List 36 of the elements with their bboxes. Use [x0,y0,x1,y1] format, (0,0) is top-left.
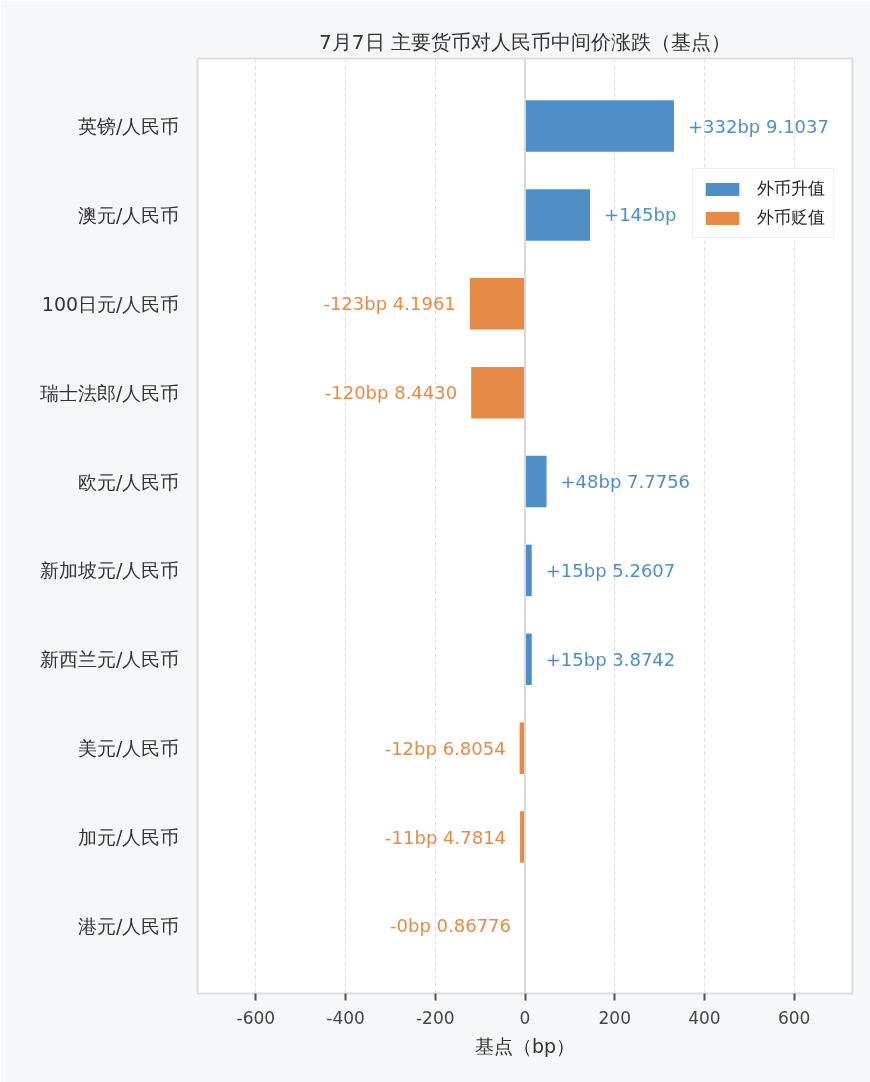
x-tick-label: 600 [777,1007,811,1028]
x-tick-label: 200 [598,1007,631,1028]
data-label: -0bp 0.86776 [390,915,512,937]
chart-title: 7月7日 主要货币对人民币中间价涨跌（基点） [319,29,731,54]
y-tick-label: 新加坡元/人民币 [40,559,180,582]
bar [525,189,591,241]
data-label: -120bp 8.4430 [324,382,458,404]
y-tick-label: 美元/人民币 [78,737,180,760]
x-tick-label: -200 [415,1007,455,1028]
y-tick-label: 新西兰元/人民币 [40,648,180,671]
data-label: -12bp 6.8054 [384,737,506,759]
x-tick-label: -400 [326,1007,365,1028]
y-tick-label: 英镑/人民币 [78,115,180,138]
data-label: +48bp 7.7756 [560,471,691,493]
x-tick-label: 400 [688,1007,721,1028]
y-tick-label: 欧元/人民币 [78,470,180,493]
bar [525,100,674,152]
data-label: -123bp 4.1961 [323,293,456,315]
data-label: +332bp 9.1037 [687,115,829,137]
bar [471,366,525,419]
x-tick-label: -600 [236,1007,276,1028]
data-label: -11bp 4.7814 [385,826,507,848]
y-tick-label: 瑞士法郎/人民币 [40,381,180,404]
data-label: +15bp 5.2607 [545,559,676,581]
y-tick-label: 加元/人民币 [78,826,180,849]
data-label: +145bp [604,204,677,226]
legend-label: 外币贬值 [757,206,825,229]
y-tick-label: 澳元/人民币 [78,203,180,226]
y-tick-label: 港元/人民币 [78,914,180,937]
y-tick-label: 100日元/人民币 [41,292,180,315]
x-tick-label: 0 [519,1007,531,1028]
data-label: +15bp 3.8742 [545,648,676,670]
x-axis-title: 基点（bp） [474,1034,576,1057]
legend-label: 外币升值 [757,177,825,200]
bar [525,455,547,508]
bar [469,278,525,330]
